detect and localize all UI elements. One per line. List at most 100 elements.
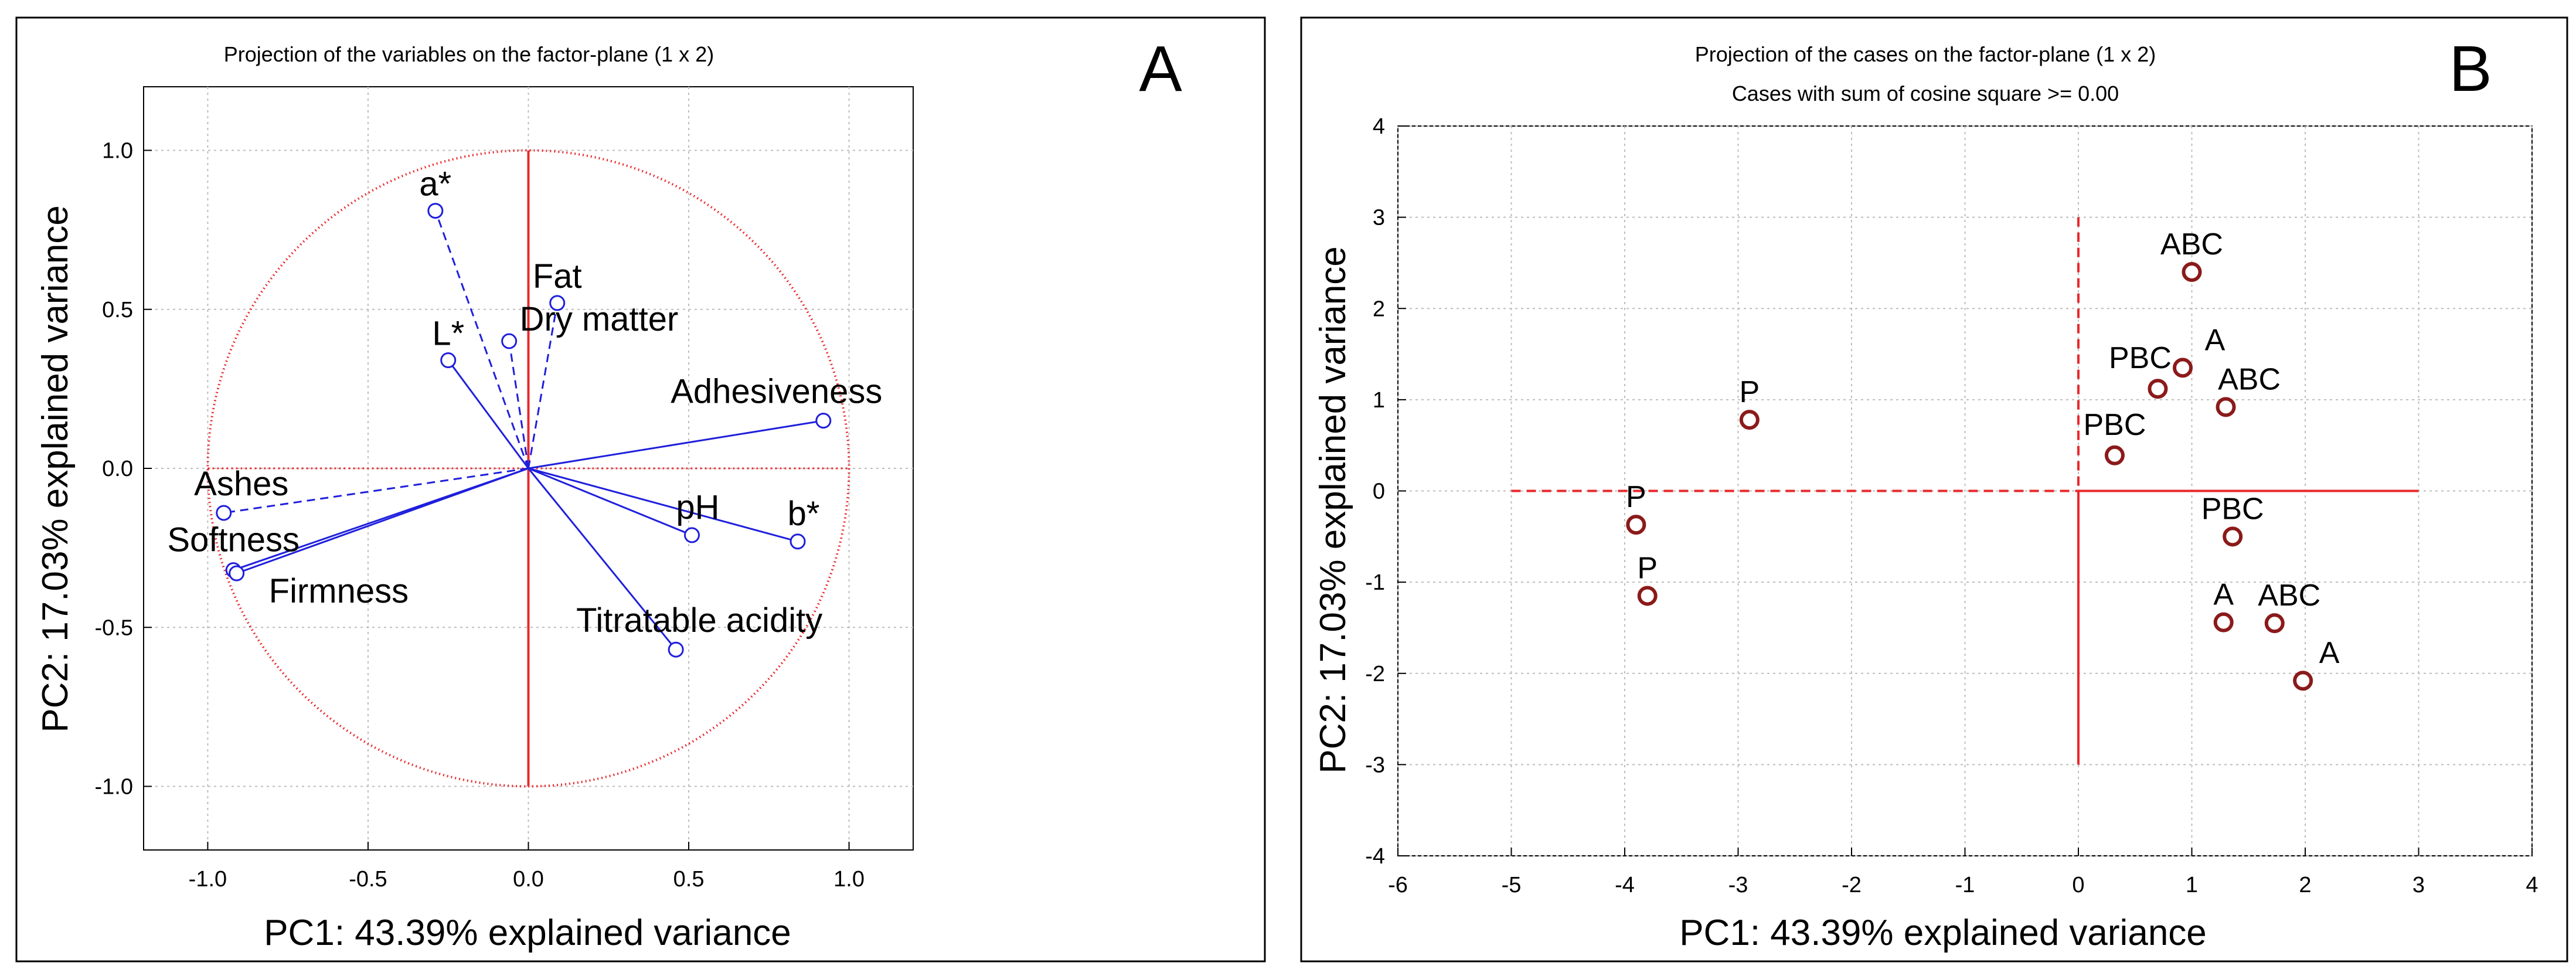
y-tick-label: -1.0 — [95, 775, 133, 800]
case-point-a — [2293, 671, 2313, 691]
chart-b-title: Projection of the cases on the factor-pl… — [1695, 42, 2156, 66]
x-tick-label: 3 — [2412, 873, 2425, 897]
chart-a-y-axis-label: PC2: 17.03% explained variance — [35, 205, 76, 733]
case-label-a: A — [2319, 636, 2340, 670]
label-fat: Fat — [533, 257, 582, 295]
case-point-pbc — [2104, 445, 2125, 465]
case-label-a: A — [2205, 323, 2225, 357]
y-tick-label: 1 — [1373, 388, 1385, 413]
label-ph: pH — [676, 488, 719, 526]
panel-a: Projection of the variables on the facto… — [0, 0, 1278, 976]
case-label-abc: ABC — [2258, 579, 2320, 613]
vector-a — [434, 210, 529, 469]
vector-fat — [528, 302, 559, 469]
label-titratable-acidity: Titratable acidity — [576, 601, 822, 640]
x-tick-label: 2 — [2299, 873, 2311, 897]
point-ashes — [216, 505, 232, 521]
x-tick-label: -4 — [1615, 873, 1635, 897]
case-point-abc — [2264, 613, 2285, 634]
x-tick-label: -6 — [1388, 873, 1408, 897]
case-label-p: P — [1740, 375, 1760, 409]
case-label-pbc: PBC — [2201, 492, 2264, 526]
x-tick-label: -3 — [1728, 873, 1748, 897]
y-tick-label: 3 — [1373, 206, 1385, 230]
point-fat — [549, 295, 566, 311]
chart-a-border — [15, 16, 1266, 963]
case-point-p — [1739, 410, 1760, 430]
point-b — [790, 533, 806, 550]
panel-b: Projection of the cases on the factor-pl… — [1295, 0, 2576, 976]
chart-b-subtitle: Cases with sum of cosine square >= 0.00 — [1732, 81, 2119, 106]
x-tick-label: -5 — [1502, 873, 1522, 897]
x-tick-label: -2 — [1842, 873, 1862, 897]
case-label-abc: ABC — [2160, 227, 2223, 261]
case-label-abc: ABC — [2218, 362, 2281, 396]
case-point-pbc — [2223, 526, 2243, 547]
case-point-p — [1626, 515, 1646, 535]
case-label-p: P — [1626, 480, 1646, 514]
y-tick-label: -1 — [1365, 570, 1385, 595]
x-tick-label: -1.0 — [189, 867, 227, 892]
label-a: a* — [419, 165, 451, 203]
chart-b-panel-letter: B — [2449, 33, 2492, 105]
vector-dry-matter — [508, 341, 529, 469]
label-firmness: Firmness — [269, 572, 409, 610]
vector-firmness — [236, 467, 529, 574]
y-tick-label: 1.0 — [102, 139, 133, 164]
x-tick-label: 0.5 — [673, 867, 705, 892]
chart-a-x-axis-label: PC1: 43.39% explained variance — [264, 913, 791, 953]
y-tick-label: 4 — [1373, 114, 1385, 139]
y-tick-label: 2 — [1373, 297, 1385, 321]
point-titratable-acidity — [668, 641, 684, 658]
label-b: b* — [788, 495, 820, 533]
y-tick-label: 0.5 — [102, 298, 133, 322]
vector-adhesiveness — [528, 420, 824, 470]
vector-b — [528, 467, 798, 543]
case-point-p — [1637, 586, 1658, 606]
label-softness: Softness — [167, 521, 300, 559]
y-tick-label: -4 — [1365, 844, 1385, 869]
chart-b-border — [1300, 16, 2568, 963]
x-tick-label: 0.0 — [513, 867, 544, 892]
case-point-abc — [2216, 397, 2236, 417]
label-adhesiveness: Adhesiveness — [671, 373, 882, 411]
vector-l — [447, 359, 529, 469]
point-a — [427, 203, 444, 219]
case-label-pbc: PBC — [2109, 341, 2172, 375]
case-point-abc — [2182, 262, 2202, 282]
case-point-pbc — [2148, 379, 2168, 399]
label-ashes: Ashes — [194, 465, 288, 503]
chart-b-y-axis-label: PC2: 17.03% explained variance — [1313, 246, 1353, 774]
vector-ph — [528, 467, 693, 536]
y-tick-label: 0 — [1373, 480, 1385, 504]
y-tick-label: -0.5 — [95, 615, 133, 640]
case-point-a — [2213, 612, 2234, 632]
x-tick-label: -0.5 — [349, 867, 387, 892]
case-label-pbc: PBC — [2083, 408, 2146, 442]
chart-a-svg: Projection of the variables on the facto… — [15, 16, 1266, 963]
point-firmness — [229, 565, 245, 581]
chart-b-svg: Projection of the cases on the factor-pl… — [1300, 16, 2568, 963]
chart-b-x-axis-label: PC1: 43.39% explained variance — [1679, 913, 2207, 953]
point-ph — [684, 527, 700, 543]
label-dry-matter: Dry matter — [520, 300, 679, 338]
x-tick-label: 4 — [2526, 873, 2538, 897]
point-dry-matter — [501, 333, 518, 349]
case-label-a: A — [2213, 578, 2234, 612]
vector-titratable-acidity — [528, 468, 677, 651]
y-tick-label: 0.0 — [102, 457, 133, 481]
x-tick-label: -1 — [1955, 873, 1975, 897]
case-label-p: P — [1637, 551, 1658, 585]
vector-ashes — [223, 467, 529, 514]
y-tick-label: -2 — [1365, 662, 1385, 686]
x-tick-label: 1 — [2186, 873, 2198, 897]
chart-a-title: Projection of the variables on the facto… — [224, 42, 714, 66]
chart-a-panel-letter: A — [1139, 33, 1182, 105]
x-tick-label: 0 — [2072, 873, 2084, 897]
case-point-a — [2173, 358, 2193, 378]
point-l — [440, 352, 457, 369]
point-adhesiveness — [815, 413, 832, 429]
label-l: L* — [432, 315, 464, 353]
x-tick-label: 1.0 — [833, 867, 865, 892]
y-tick-label: -3 — [1365, 753, 1385, 777]
